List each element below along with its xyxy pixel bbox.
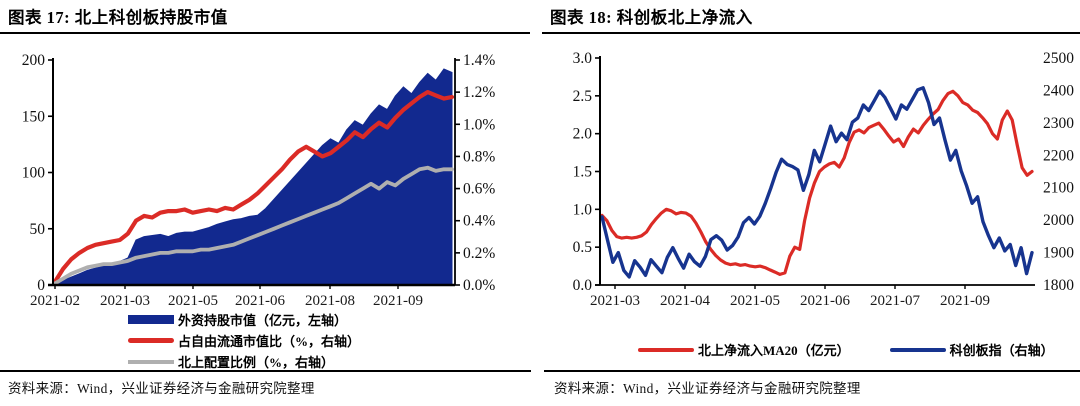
svg-text:2021-05: 2021-05 [730, 293, 780, 309]
figure-17-source: 资料来源：Wind，兴业证券经济与金融研究院整理 [8, 381, 315, 396]
svg-text:2021-03: 2021-03 [100, 293, 150, 309]
figure-17-title-row: 图表 17: 北上科创板持股市值 [8, 4, 540, 28]
svg-text:2021-03: 2021-03 [590, 293, 640, 309]
red-line-swatch-icon [638, 347, 694, 352]
svg-text:2021-07: 2021-07 [870, 293, 920, 309]
svg-text:2.5: 2.5 [573, 88, 593, 105]
svg-text:2.0: 2.0 [573, 126, 593, 143]
svg-text:0.6%: 0.6% [463, 181, 495, 198]
svg-text:2400: 2400 [1043, 82, 1074, 99]
svg-text:2021-04: 2021-04 [660, 293, 710, 309]
figure-18-title-row: 图表 18: 科创板北上净流入 [550, 4, 1080, 28]
svg-text:2500: 2500 [1043, 50, 1074, 67]
figure-18-source: 资料来源：Wind，兴业证券经济与金融研究院整理 [554, 381, 861, 396]
svg-text:0.4%: 0.4% [463, 213, 495, 230]
svg-text:0.2%: 0.2% [463, 245, 495, 262]
svg-text:0.8%: 0.8% [463, 148, 495, 165]
svg-text:1.0%: 1.0% [463, 116, 495, 133]
legend-item-netinflow-ma20: 北上净流入MA20（亿元） [638, 340, 850, 359]
svg-text:1800: 1800 [1043, 277, 1074, 294]
legend-label: 科创板指（右轴） [949, 343, 1054, 358]
svg-text:2021-05: 2021-05 [168, 293, 218, 309]
gray-line-swatch-icon [128, 359, 174, 364]
svg-text:2021-09: 2021-09 [373, 293, 423, 309]
svg-text:1.5: 1.5 [573, 164, 593, 181]
figure-18-title: 图表 18: 科创板北上净流入 [550, 8, 753, 27]
navy-bar-swatch-icon [128, 315, 174, 324]
legend-label: 北上净流入MA20（亿元） [698, 343, 850, 358]
svg-text:2021-09: 2021-09 [940, 293, 990, 309]
svg-text:0: 0 [37, 277, 45, 294]
legend-item-holdings: 外资持股市值（亿元，左轴） [128, 310, 360, 329]
svg-text:1.2%: 1.2% [463, 84, 495, 101]
figure-18-title-rule [542, 32, 1080, 35]
legend-item-free-float-ratio: 占自由流通市值比（%，右轴） [128, 331, 360, 350]
svg-text:2021-08: 2021-08 [305, 293, 355, 309]
figure-17-title-rule [0, 32, 530, 35]
svg-text:2021-02: 2021-02 [30, 293, 80, 309]
legend-item-star-index: 科创板指（右轴） [889, 340, 1054, 359]
figure-18-legend: 北上净流入MA20（亿元） 科创板指（右轴） [638, 340, 1054, 359]
svg-text:50: 50 [30, 221, 46, 238]
star-northbound-netinflow-chart: 0.0 0.5 1.0 1.5 2.0 2.5 3.0 1800 1900 2000 2100 220… [573, 50, 1075, 309]
blue-line-swatch-icon [889, 347, 946, 352]
svg-text:2021-06: 2021-06 [235, 293, 285, 309]
legend-item-allocation-ratio: 北上配置比例（%，右轴） [128, 352, 360, 371]
figure-17-source-rule [0, 370, 531, 372]
svg-text:2021-06: 2021-06 [800, 293, 850, 309]
svg-text:200: 200 [22, 52, 46, 69]
svg-text:0.0: 0.0 [573, 277, 593, 294]
panel-figure-18: 图表 18: 科创板北上净流入 0.0 0.5 1.0 1.5 2.0 2.5 3.0 180… [540, 0, 1080, 406]
figure-17-legend: 外资持股市值（亿元，左轴） 占自由流通市值比（%，右轴） 北上配置比例（%，右轴… [128, 310, 360, 371]
legend-label: 外资持股市值（亿元，左轴） [178, 313, 348, 328]
panel-figure-17: 图表 17: 北上科创板持股市值 0 50 100 150 200 0.0% 0.2% 0.4… [0, 4, 540, 396]
svg-text:3.0: 3.0 [573, 50, 593, 67]
svg-text:150: 150 [22, 108, 46, 125]
svg-text:1.0: 1.0 [573, 201, 593, 218]
legend-label: 占自由流通市值比（%，右轴） [178, 334, 361, 349]
svg-text:0.0%: 0.0% [463, 277, 495, 294]
svg-text:100: 100 [22, 165, 46, 182]
svg-text:0.5: 0.5 [573, 239, 593, 256]
figure-17-title: 图表 17: 北上科创板持股市值 [8, 8, 228, 27]
svg-text:1.4%: 1.4% [463, 52, 495, 69]
svg-text:2200: 2200 [1043, 147, 1074, 164]
svg-text:2100: 2100 [1043, 180, 1074, 197]
legend-label: 北上配置比例（%，右轴） [178, 355, 335, 370]
svg-text:2300: 2300 [1043, 115, 1074, 132]
figure-18-source-rule [544, 370, 1080, 372]
svg-text:1900: 1900 [1043, 245, 1074, 262]
red-line-swatch-icon [128, 338, 174, 343]
northbound-star-holdings-chart: 0 50 100 150 200 0.0% 0.2% 0.4% 0.6% 0.8% 1.0% 1.2%… [22, 52, 496, 309]
svg-text:2000: 2000 [1043, 212, 1074, 229]
